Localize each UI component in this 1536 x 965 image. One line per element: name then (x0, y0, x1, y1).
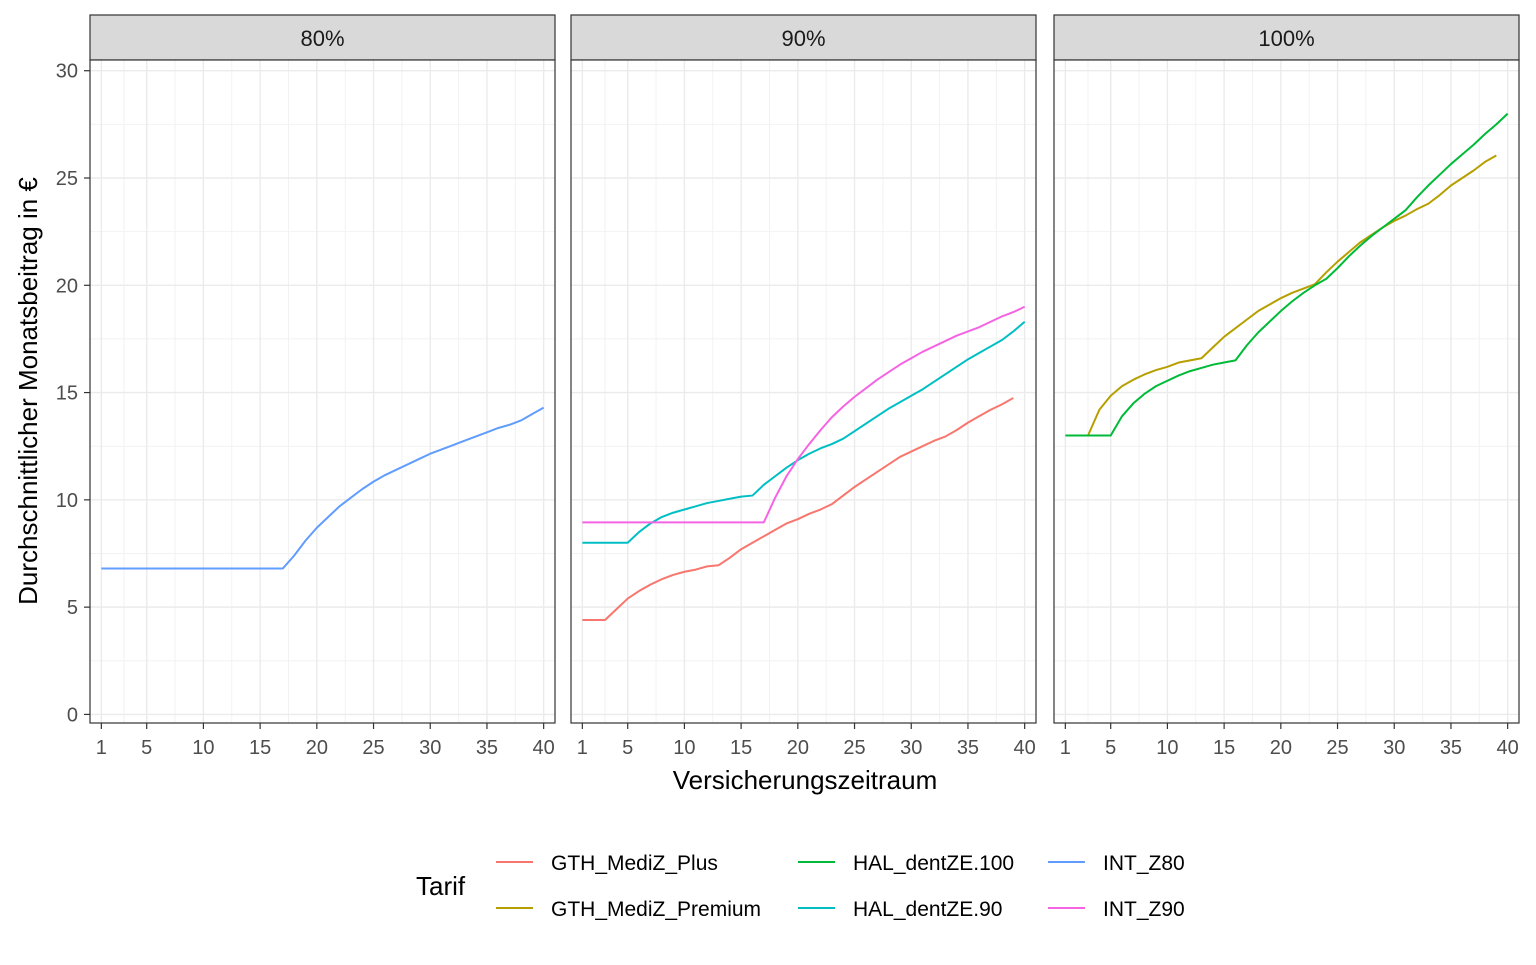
x-tick-label: 35 (476, 737, 498, 759)
x-tick-label: 20 (787, 737, 809, 759)
legend-title: Tarif (416, 871, 466, 901)
y-tick-label: 15 (56, 383, 78, 405)
facet-panel-3: 100%1 5 10 15 20 25 30 35 40 (1053, 14, 1520, 759)
facet-strip-label: 80% (300, 26, 344, 51)
panel-background (571, 60, 1036, 723)
panel-border (89, 59, 556, 724)
x-tick-label: 10 (192, 737, 214, 759)
panel-background (90, 60, 555, 723)
series-line-gth-mediz-plus (582, 397, 1014, 622)
y-tick-label: 20 (56, 275, 78, 297)
facet-strip-label: 100% (1258, 26, 1314, 51)
legend-item-gth-mediz-premium: GTH_MediZ_Premium (496, 898, 761, 921)
facet-strip-label: 90% (781, 26, 825, 51)
facet-strip (1053, 14, 1520, 61)
x-tick-label: 40 (533, 737, 555, 759)
x-tick-label: 20 (306, 737, 328, 759)
legend-label: GTH_MediZ_Premium (551, 898, 761, 921)
y-tick-label: 10 (56, 490, 78, 512)
x-tick-label: 1 (96, 737, 107, 759)
x-tick-label: 15 (249, 737, 271, 759)
legend-item-hal-dentze-90: HAL_dentZE.90 (798, 898, 1002, 921)
legend-label: INT_Z90 (1103, 898, 1185, 921)
legend-item-gth-mediz-plus: GTH_MediZ_Plus (496, 852, 718, 875)
series-line-gth-mediz-premium (1087, 154, 1497, 436)
x-tick-label: 5 (622, 737, 633, 759)
x-tick-label: 15 (1213, 737, 1235, 759)
legend-item-hal-dentze-100: HAL_dentZE.100 (798, 852, 1014, 875)
legend-label: HAL_dentZE.90 (853, 898, 1002, 921)
x-tick-label: 40 (1497, 737, 1519, 759)
x-tick-label: 30 (419, 737, 441, 759)
x-tick-label: 5 (141, 737, 152, 759)
x-tick-label: 10 (1156, 737, 1178, 759)
x-tick-label: 1 (1060, 737, 1071, 759)
x-tick-label: 1 (577, 737, 588, 759)
x-tick-label: 30 (900, 737, 922, 759)
x-axis-title: Versicherungszeitraum (673, 765, 937, 795)
x-tick-label: 30 (1383, 737, 1405, 759)
facet-strip (89, 14, 556, 61)
panel-border (570, 59, 1037, 724)
legend: Tarif GTH_MediZ_Plus GTH_MediZ_Premium HAL… (416, 852, 1185, 921)
x-tick-label: 25 (362, 737, 384, 759)
legend-item-int-z80: INT_Z80 (1048, 852, 1185, 875)
legend-item-int-z90: INT_Z90 (1048, 898, 1185, 921)
panel-border (1053, 59, 1520, 724)
y-tick-label: 0 (67, 704, 78, 726)
x-tick-label: 15 (730, 737, 752, 759)
x-tick-label: 40 (1014, 737, 1036, 759)
series-line-hal-dentze-90 (582, 321, 1026, 544)
legend-label: GTH_MediZ_Plus (551, 852, 718, 875)
legend-label: HAL_dentZE.100 (853, 852, 1014, 875)
facet-strip (570, 14, 1037, 61)
x-tick-label: 25 (1326, 737, 1348, 759)
series-line-int-z80 (101, 406, 545, 570)
y-tick-label: 25 (56, 168, 78, 190)
panel-background (1054, 60, 1519, 723)
x-tick-label: 5 (1105, 737, 1116, 759)
series-line-int-z90 (582, 305, 1026, 524)
y-axis-title: Durchschnittlicher Monatsbeitrag in € (13, 177, 43, 605)
x-tick-label: 25 (843, 737, 865, 759)
y-tick-label: 30 (56, 61, 78, 83)
facet-panel-2: 90%1 5 10 15 20 25 30 35 40 (570, 14, 1037, 759)
series-line-hal-dentze-100 (1065, 112, 1509, 437)
x-tick-label: 35 (957, 737, 979, 759)
x-tick-label: 10 (673, 737, 695, 759)
y-tick-label: 5 (67, 597, 78, 619)
legend-label: INT_Z80 (1103, 852, 1185, 875)
x-tick-label: 20 (1270, 737, 1292, 759)
x-tick-label: 35 (1440, 737, 1462, 759)
